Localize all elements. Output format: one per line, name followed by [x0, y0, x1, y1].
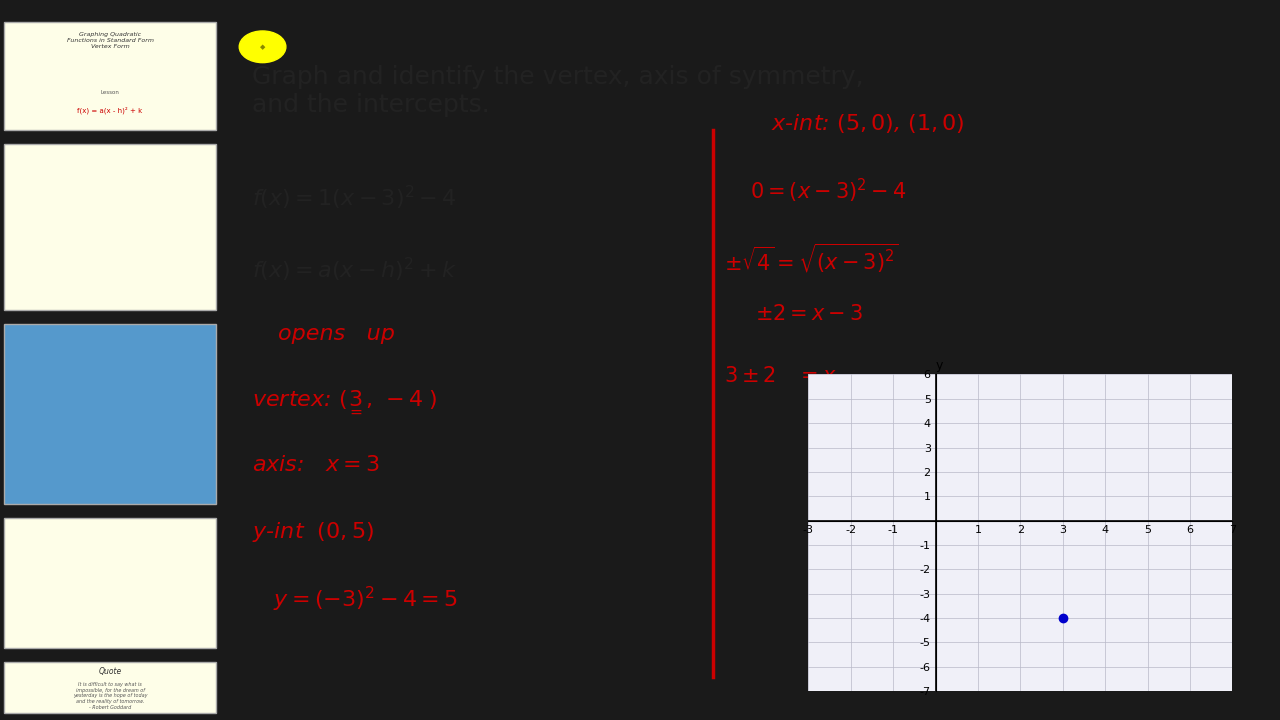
Text: y-int  $(0,5)$: y-int $(0,5)$: [252, 520, 374, 544]
Bar: [4, 518, 216, 648]
Text: $3 \pm 2\quad = x$: $3 \pm 2\quad = x$: [723, 366, 836, 386]
Text: f(x) = a(x - h)² + k: f(x) = a(x - h)² + k: [78, 107, 142, 114]
Bar: [4, 144, 216, 310]
Text: Quote: Quote: [99, 667, 122, 677]
Text: $\pm 2 = x - 3$: $\pm 2 = x - 3$: [755, 304, 864, 324]
Text: vertex: $( \underset{=}{3},\,-4\;)$: vertex: $( \underset{=}{3},\,-4\;)$: [252, 389, 438, 415]
Text: opens   up: opens up: [279, 324, 396, 344]
Text: Lesson: Lesson: [101, 90, 119, 95]
Text: Graphing Quadratic
Functions in Standard Form
Vertex Form: Graphing Quadratic Functions in Standard…: [67, 32, 154, 49]
Text: ◆: ◆: [260, 44, 265, 50]
Text: $\pm\sqrt{4} = \sqrt{(x-3)^2}$: $\pm\sqrt{4} = \sqrt{(x-3)^2}$: [723, 241, 899, 275]
Text: $f(x) = a(x-h)^2 + k$: $f(x) = a(x-h)^2 + k$: [252, 256, 457, 284]
Text: $f(x) = 1(x-3)^2 - 4$: $f(x) = 1(x-3)^2 - 4$: [252, 184, 457, 212]
Text: $x$-int: $( 5,0)$, $(1,0)$: $x$-int: $( 5,0)$, $(1,0)$: [772, 112, 965, 135]
Bar: [4, 662, 216, 713]
Circle shape: [239, 31, 285, 63]
Bar: [4, 324, 216, 504]
Text: $y = (-3)^2 - 4 = 5$: $y = (-3)^2 - 4 = 5$: [273, 585, 458, 614]
Text: axis:   $x = 3$: axis: $x = 3$: [252, 455, 380, 475]
Text: It is difficult to say what is
impossible, for the dream of
yesterday is the hop: It is difficult to say what is impossibl…: [73, 682, 147, 710]
Text: $0 = (x-3)^2 - 4$: $0 = (x-3)^2 - 4$: [750, 176, 906, 204]
Bar: [4, 22, 216, 130]
Text: y: y: [936, 359, 943, 372]
Text: Graph and identify the vertex, axis of symmetry,
and the intercepts.: Graph and identify the vertex, axis of s…: [252, 65, 864, 117]
